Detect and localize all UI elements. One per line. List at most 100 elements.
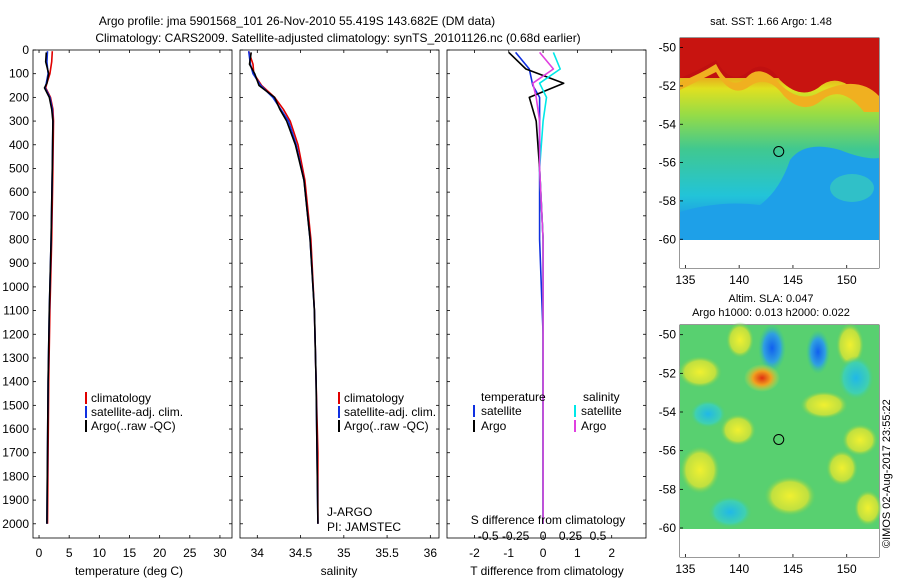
x-tick-label: 35 bbox=[337, 546, 351, 560]
x-axis-label-salinity: salinity bbox=[321, 564, 358, 578]
pi-label: PI: JAMSTEC bbox=[327, 520, 401, 534]
x-tick-label: 0 bbox=[540, 546, 547, 560]
x-tick-label: 25 bbox=[183, 546, 197, 560]
legend-sal-satellite: satellite bbox=[581, 404, 622, 418]
sla-map-title2: Argo h1000: 0.013 h2000: 0.022 bbox=[692, 307, 850, 319]
map-y-tick-label: -58 bbox=[659, 482, 677, 496]
legend-temp-satellite: satellite bbox=[481, 404, 522, 418]
x-tick-label: 1 bbox=[574, 546, 581, 560]
legend-sal-argo: Argo bbox=[581, 419, 607, 433]
y-tick-label: 1400 bbox=[2, 375, 29, 389]
plot-frame bbox=[32, 49, 233, 539]
legend-satellite: satellite-adj. clim. bbox=[91, 405, 183, 419]
y-tick-label: 700 bbox=[9, 209, 29, 223]
y-tick-label: 1600 bbox=[2, 422, 29, 436]
series-line-argo bbox=[43, 52, 54, 524]
x-tick-label: 0 bbox=[36, 546, 43, 560]
x-axis-label-t-difference: T difference from climatology bbox=[470, 564, 624, 578]
map-y-tick-label: -54 bbox=[659, 117, 677, 131]
sst-orange-band bbox=[680, 64, 879, 112]
map-y-tick-label: -56 bbox=[659, 156, 677, 170]
y-tick-label: 1800 bbox=[2, 469, 29, 483]
x-tick-label: 35.5 bbox=[375, 546, 399, 560]
sst-map: sat. SST: 1.66 Argo: 1.48 135 140 145 150 -5… bbox=[659, 16, 880, 287]
title-line1: Argo profile: jma 5901568_101 26-Nov-201… bbox=[99, 14, 495, 28]
map-x-tick-label: 135 bbox=[675, 273, 695, 287]
x2-tick-label: 0.25 bbox=[559, 529, 583, 543]
x-tick-label: 2 bbox=[608, 546, 615, 560]
legend-temp-argo: Argo bbox=[481, 419, 507, 433]
sst-warm-front bbox=[680, 38, 879, 96]
x-tick-label: -1 bbox=[503, 546, 514, 560]
map-y-tick-label: -54 bbox=[659, 405, 677, 419]
argo-location-marker bbox=[773, 145, 785, 157]
y-tick-label: 2000 bbox=[2, 517, 29, 531]
x-tick-label: -2 bbox=[469, 546, 480, 560]
x-axis-label-temperature: temperature (deg C) bbox=[75, 564, 183, 578]
y-tick-label: 1000 bbox=[2, 280, 29, 294]
sla-anomalies bbox=[678, 322, 882, 528]
sst-map-title: sat. SST: 1.66 Argo: 1.48 bbox=[710, 16, 832, 28]
x2-tick-label: 0.5 bbox=[590, 529, 607, 543]
salinity-legend: climatology satellite-adj. clim. Argo(..… bbox=[327, 391, 436, 534]
platform-label: J-ARGO bbox=[327, 505, 372, 519]
map-x-tick-label: 135 bbox=[675, 562, 695, 576]
x-tick-label: 15 bbox=[123, 546, 137, 560]
map-y-tick-label: -52 bbox=[659, 366, 677, 380]
y-tick-label: 100 bbox=[9, 67, 29, 81]
y-tick-label: 1700 bbox=[2, 446, 29, 460]
y-tick-label: 1200 bbox=[2, 327, 29, 341]
y-tick-label: 1500 bbox=[2, 398, 29, 412]
map-x-tick-label: 140 bbox=[729, 273, 749, 287]
legend-argo: Argo(..raw -QC) bbox=[344, 419, 429, 433]
map-y-tick-label: -58 bbox=[659, 194, 677, 208]
y-tick-label: 1300 bbox=[2, 351, 29, 365]
map-x-tick-label: 150 bbox=[837, 273, 857, 287]
salinity-panel: 34 34.5 35 35.5 36 bbox=[239, 49, 440, 560]
plot-frame bbox=[446, 49, 647, 539]
sla-map-title: Altim. SLA: 0.047 bbox=[729, 293, 814, 305]
y-tick-label: 300 bbox=[9, 114, 29, 128]
x-axis-label-s-difference: S difference from climatology bbox=[471, 513, 626, 527]
legend-temperature-heading: temperature bbox=[481, 390, 546, 404]
x2-tick-label: -0.5 bbox=[478, 529, 499, 543]
x-tick-label: 5 bbox=[66, 546, 73, 560]
imos-watermark: ©IMOS 02-Aug-2017 23:55:22 bbox=[881, 399, 893, 548]
legend-satellite: satellite-adj. clim. bbox=[344, 405, 436, 419]
legend-argo: Argo(..raw -QC) bbox=[91, 419, 176, 433]
x-tick-label: 20 bbox=[153, 546, 167, 560]
x-tick-label: 36 bbox=[424, 546, 438, 560]
map-x-tick-label: 140 bbox=[729, 562, 749, 576]
map-y-tick-label: -56 bbox=[659, 444, 677, 458]
legend-salinity-heading: salinity bbox=[583, 390, 620, 404]
x-tick-label: 34.5 bbox=[289, 546, 313, 560]
title-line2: Climatology: CARS2009. Satellite-adjuste… bbox=[95, 31, 580, 45]
map-y-tick-label: -60 bbox=[659, 521, 677, 535]
map-y-tick-label: -50 bbox=[659, 41, 677, 55]
x2-tick-label: -0.25 bbox=[502, 529, 530, 543]
difference-legend: temperature satellite Argo salinity sate… bbox=[473, 390, 622, 433]
argo-location-marker bbox=[773, 433, 785, 445]
temperature-panel: 0100200300400500600700800900100011001200… bbox=[2, 43, 233, 560]
y-tick-label: 1900 bbox=[2, 493, 29, 507]
map-y-tick-label: -52 bbox=[659, 79, 677, 93]
temperature-legend: climatology satellite-adj. clim. Argo(..… bbox=[85, 391, 183, 433]
y-tick-label: 400 bbox=[9, 138, 29, 152]
legend-climatology: climatology bbox=[91, 391, 151, 405]
y-tick-label: 200 bbox=[9, 90, 29, 104]
x-tick-label: 30 bbox=[213, 546, 227, 560]
difference-panel: -2 -1 0 1 2 -0.5 -0.25 0 0.25 0.5 bbox=[446, 49, 647, 560]
x-tick-label: 10 bbox=[93, 546, 107, 560]
map-y-tick-label: -50 bbox=[659, 328, 677, 342]
series-line-salinity-argo bbox=[531, 51, 555, 524]
x2-tick-label: 0 bbox=[540, 529, 547, 543]
plot-frame bbox=[239, 49, 440, 539]
sst-cold-tongue bbox=[680, 146, 879, 240]
y-tick-label: 500 bbox=[9, 161, 29, 175]
y-tick-label: 800 bbox=[9, 233, 29, 247]
y-tick-label: 900 bbox=[9, 256, 29, 270]
map-x-tick-label: 150 bbox=[837, 562, 857, 576]
y-tick-label: 1100 bbox=[3, 304, 29, 318]
y-tick-label: 0 bbox=[22, 43, 29, 57]
